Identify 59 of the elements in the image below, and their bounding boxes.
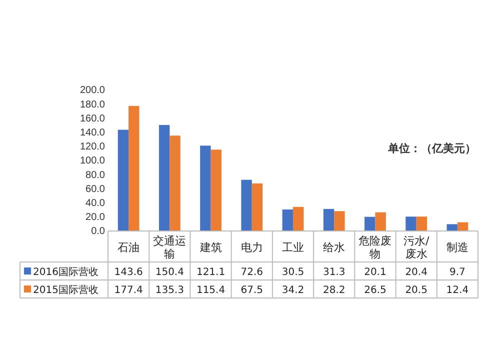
- x-tick-label: 工业: [282, 241, 304, 254]
- y-tick-label: 160.0: [80, 113, 106, 124]
- x-tick-label: 给水: [323, 241, 346, 254]
- x-tick-label: 石油: [118, 241, 140, 254]
- y-tick-label: 140.0: [80, 128, 106, 138]
- data-label: 135.3: [155, 285, 184, 296]
- x-tick-label: 建筑: [198, 241, 222, 254]
- data-label: 143.6: [114, 267, 143, 278]
- y-tick-label: 100.0: [80, 156, 106, 167]
- bar: [334, 211, 345, 231]
- x-tick-label: 制造: [446, 241, 468, 254]
- data-label: 20.1: [364, 267, 386, 278]
- data-label: 9.7: [449, 267, 466, 278]
- annotation: 单位：（亿美元）: [387, 142, 476, 155]
- bar: [446, 224, 458, 231]
- y-tick-label: 0.0: [91, 226, 106, 238]
- bar: [416, 216, 428, 231]
- bar: [170, 136, 180, 231]
- bar: [241, 180, 252, 231]
- x-tick-label: 交通运输: [153, 234, 186, 260]
- bar: [364, 216, 376, 231]
- data-label: 20.4: [405, 267, 428, 278]
- y-tick-label: 120.0: [80, 142, 106, 153]
- data-label: 26.5: [364, 285, 386, 296]
- data-label: 115.4: [196, 285, 226, 296]
- data-label: 67.5: [240, 285, 264, 296]
- data-label: 31.3: [322, 267, 346, 278]
- data-label: 30.5: [282, 267, 304, 278]
- x-tick-label: 污水/废水: [403, 234, 430, 260]
- data-label: 28.2: [322, 285, 346, 296]
- data-label: 72.6: [240, 267, 264, 278]
- bar: [282, 209, 293, 231]
- legend-label: 2016国际营收: [33, 266, 98, 278]
- data-label: 177.4: [114, 285, 143, 296]
- y-tick-label: 60.0: [86, 184, 106, 195]
- data-label: 34.2: [282, 285, 304, 296]
- y-tick-label: 80.0: [86, 170, 106, 181]
- y-tick-label: 200.0: [80, 85, 106, 96]
- legend-label: 2015国际营收: [33, 284, 98, 296]
- data-label: 150.4: [155, 267, 184, 278]
- y-tick-label: 20.0: [86, 212, 106, 224]
- x-tick-label: 危险废物: [358, 234, 392, 260]
- y-tick-label: 180.0: [80, 99, 106, 110]
- bar: [323, 208, 334, 231]
- x-tick-label: 电力: [240, 241, 263, 254]
- data-label: 20.5: [405, 285, 428, 296]
- bar: [457, 222, 468, 231]
- bar: [128, 106, 140, 231]
- bar: [200, 146, 211, 231]
- data-label: 12.4: [446, 285, 469, 296]
- y-tick-label: 40.0: [86, 198, 106, 209]
- bar: [252, 183, 263, 231]
- bar: [406, 216, 416, 231]
- data-label: 121.1: [196, 267, 226, 278]
- bar: [293, 206, 304, 231]
- bar: [118, 130, 129, 231]
- bar: [375, 212, 386, 231]
- bar: [210, 150, 222, 231]
- bar: [158, 124, 170, 231]
